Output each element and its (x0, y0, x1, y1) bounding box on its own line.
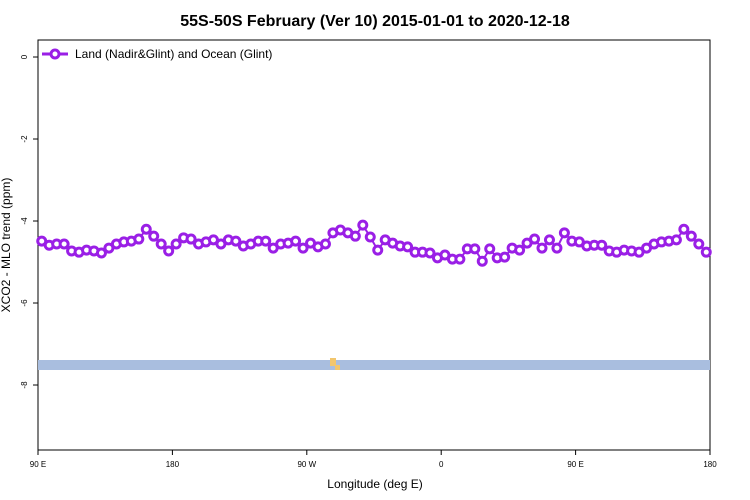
x-tick-label: 0 (439, 460, 444, 469)
data-point (536, 242, 548, 254)
data-point (469, 243, 481, 255)
data-point (364, 231, 376, 243)
y-tick-label: -6 (20, 299, 29, 307)
data-point (529, 233, 541, 245)
data-point (170, 238, 182, 250)
data-point (424, 247, 436, 259)
y-axis-label: XCO2 - MLO trend (ppm) (0, 178, 13, 313)
x-tick-label: 90 E (30, 460, 46, 469)
data-point (484, 243, 496, 255)
legend-label: Land (Nadir&Glint) and Ocean (Glint) (75, 47, 272, 61)
y-tick-label: -2 (20, 135, 29, 143)
data-point (357, 219, 369, 231)
data-point (260, 235, 272, 247)
data-point (514, 244, 526, 256)
data-point (148, 230, 160, 242)
data-point (454, 253, 466, 265)
data-point (693, 238, 705, 250)
data-point (185, 233, 197, 245)
y-tick-label: -4 (20, 217, 29, 225)
land-patch (330, 358, 336, 366)
data-point (543, 234, 555, 246)
x-tick-label: 180 (166, 460, 180, 469)
data-point (297, 242, 309, 254)
data-point (140, 223, 152, 235)
data-point (402, 241, 414, 253)
data-point (230, 235, 242, 247)
data-point (58, 238, 70, 250)
data-point (558, 227, 570, 239)
data-point (476, 255, 488, 267)
chart-title: 55S-50S February (Ver 10) 2015-01-01 to … (180, 13, 570, 30)
data-point (155, 238, 167, 250)
data-point (349, 230, 361, 242)
x-axis-label: Longitude (deg E) (327, 477, 422, 491)
data-point (163, 245, 175, 257)
data-point (700, 246, 712, 258)
legend: Land (Nadir&Glint) and Ocean (Glint) (42, 47, 272, 61)
data-point (319, 238, 331, 250)
data-point (596, 239, 608, 251)
y-tick-label: 0 (20, 54, 29, 59)
data-point (670, 234, 682, 246)
data-point (372, 244, 384, 256)
land-patch (335, 365, 340, 370)
x-tick-label: 180 (703, 460, 717, 469)
map-strip (38, 360, 710, 370)
data-point (678, 223, 690, 235)
data-point (95, 247, 107, 259)
data-point (290, 235, 302, 247)
x-tick-label: 90 W (297, 460, 316, 469)
data-point (551, 242, 563, 254)
y-tick-label: -8 (20, 381, 29, 389)
legend-marker (49, 48, 61, 60)
data-point (499, 251, 511, 263)
data-point (685, 230, 697, 242)
x-tick-label: 90 E (567, 460, 583, 469)
data-point (133, 233, 145, 245)
